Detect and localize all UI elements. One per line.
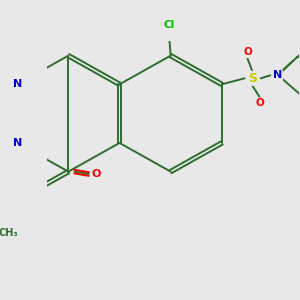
Text: O: O <box>255 98 264 109</box>
Text: Cl: Cl <box>163 20 175 29</box>
Text: S: S <box>248 72 257 85</box>
Text: CH₃: CH₃ <box>0 228 18 238</box>
Text: O: O <box>243 47 252 57</box>
Text: N: N <box>13 138 22 148</box>
Text: N: N <box>13 79 22 89</box>
Text: N: N <box>273 70 282 80</box>
Text: O: O <box>91 169 101 179</box>
